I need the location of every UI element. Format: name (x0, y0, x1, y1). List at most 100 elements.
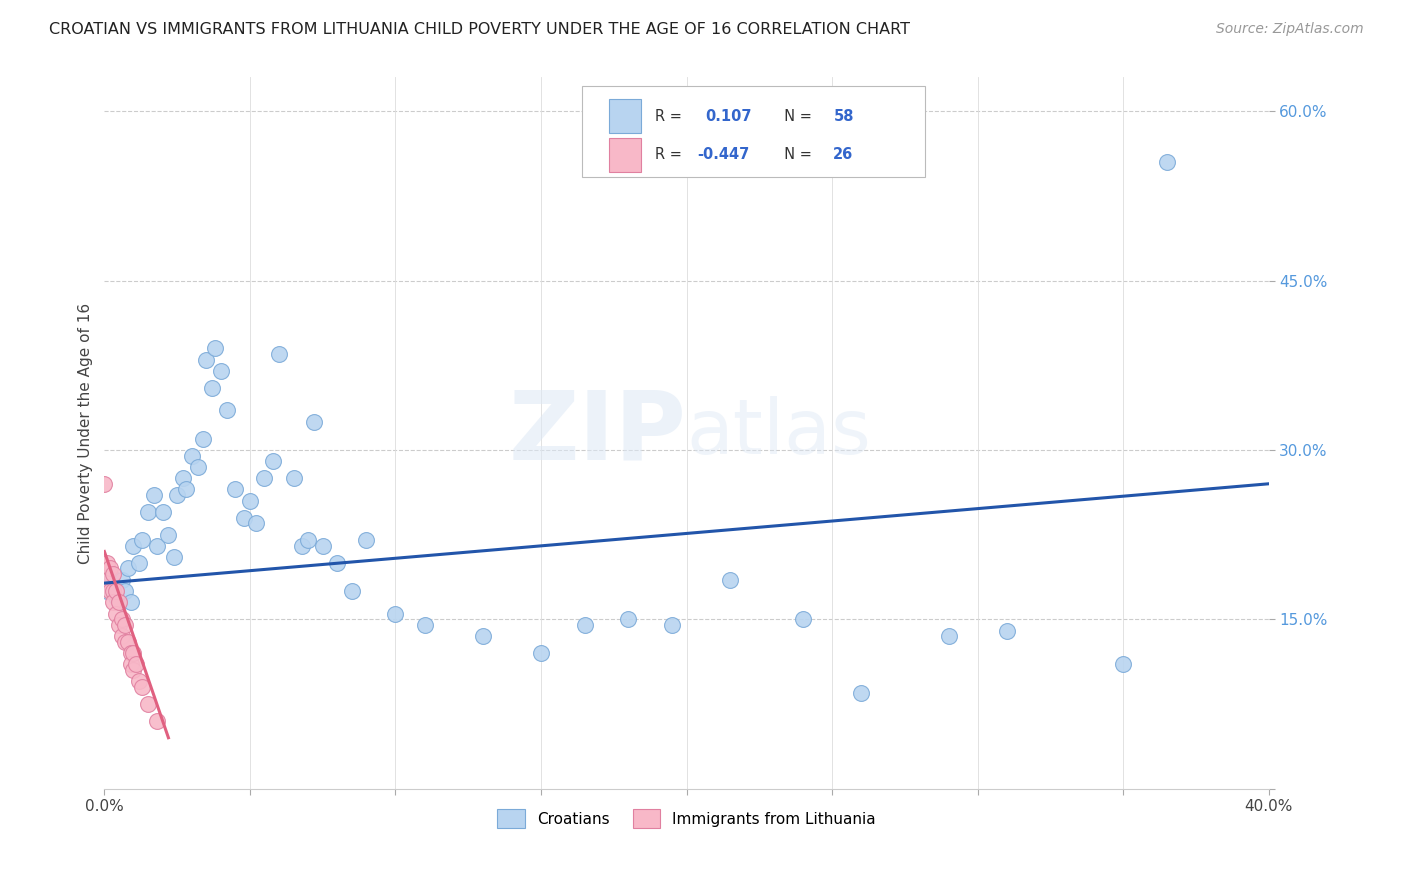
Point (233, 510, 256, 524)
Point (96, 584, 118, 599)
Point (125, 657, 148, 672)
Legend: Croatians, Immigrants from Lithuania: Croatians, Immigrants from Lithuania (491, 804, 882, 834)
Text: atlas: atlas (686, 396, 872, 470)
Point (1156, 155, 1178, 169)
Text: R =: R = (655, 109, 686, 124)
Point (98, 567, 121, 582)
Point (792, 612, 814, 626)
Y-axis label: Child Poverty Under the Age of 16: Child Poverty Under the Age of 16 (79, 302, 93, 564)
Point (108, 595, 131, 609)
Point (117, 561, 139, 575)
Point (136, 505, 159, 519)
Point (142, 488, 165, 502)
Point (117, 634, 139, 648)
Point (283, 471, 305, 485)
Text: ZIP: ZIP (509, 386, 686, 480)
Point (297, 533, 319, 548)
Text: R =: R = (655, 147, 686, 162)
Point (105, 584, 128, 599)
Point (122, 539, 145, 553)
Point (120, 595, 142, 609)
Point (174, 483, 197, 497)
Point (93, 476, 115, 491)
Text: 58: 58 (834, 109, 853, 124)
Point (471, 629, 494, 643)
FancyBboxPatch shape (582, 86, 925, 177)
Point (530, 646, 553, 660)
Point (574, 618, 596, 632)
Point (136, 697, 159, 711)
Point (166, 488, 188, 502)
Point (201, 381, 224, 395)
Point (122, 663, 145, 677)
Point (172, 471, 194, 485)
Point (96, 573, 118, 587)
Point (245, 516, 267, 531)
Point (101, 584, 124, 599)
Text: N =: N = (775, 147, 817, 162)
Text: -0.447: -0.447 (697, 147, 749, 162)
Point (995, 624, 1018, 638)
Point (111, 573, 134, 587)
Point (108, 595, 131, 609)
Point (120, 657, 142, 672)
Point (152, 505, 174, 519)
Point (267, 347, 290, 361)
Point (111, 612, 134, 626)
Point (209, 364, 232, 378)
Point (146, 539, 169, 553)
Point (661, 618, 683, 632)
Point (253, 471, 276, 485)
Point (302, 415, 325, 429)
Point (291, 539, 314, 553)
Point (105, 590, 128, 604)
Point (204, 342, 226, 356)
Point (340, 584, 363, 599)
Text: Source: ZipAtlas.com: Source: ZipAtlas.com (1216, 22, 1364, 37)
Point (146, 714, 169, 728)
Point (186, 459, 208, 474)
Point (239, 493, 262, 508)
Point (718, 573, 741, 587)
Point (114, 584, 136, 599)
FancyBboxPatch shape (609, 99, 641, 134)
Point (163, 550, 186, 565)
Text: 0.107: 0.107 (706, 109, 752, 124)
Point (122, 646, 145, 660)
Point (326, 556, 349, 570)
Point (617, 612, 640, 626)
Point (114, 634, 136, 648)
Point (101, 567, 124, 582)
Point (413, 618, 436, 632)
Point (120, 646, 142, 660)
Point (384, 607, 406, 621)
Point (105, 607, 128, 621)
Point (215, 403, 238, 417)
Point (114, 618, 136, 632)
Point (111, 629, 134, 643)
Point (101, 578, 124, 592)
Text: CROATIAN VS IMMIGRANTS FROM LITHUANIA CHILD POVERTY UNDER THE AGE OF 16 CORRELAT: CROATIAN VS IMMIGRANTS FROM LITHUANIA CH… (49, 22, 910, 37)
Point (262, 454, 284, 468)
Point (193, 432, 215, 446)
Point (98, 561, 121, 575)
Point (938, 629, 960, 643)
Point (312, 539, 335, 553)
Point (851, 685, 873, 699)
Point (101, 595, 124, 609)
Point (128, 556, 150, 570)
Point (180, 449, 202, 463)
Point (128, 674, 150, 689)
FancyBboxPatch shape (609, 138, 641, 172)
Point (356, 533, 378, 548)
Point (1112, 657, 1135, 672)
Point (131, 680, 153, 694)
Point (195, 352, 218, 367)
Point (108, 618, 131, 632)
Point (96, 556, 118, 570)
Point (224, 483, 246, 497)
Text: N =: N = (775, 109, 817, 124)
Point (131, 533, 153, 548)
Point (157, 527, 180, 541)
Point (98, 584, 121, 599)
